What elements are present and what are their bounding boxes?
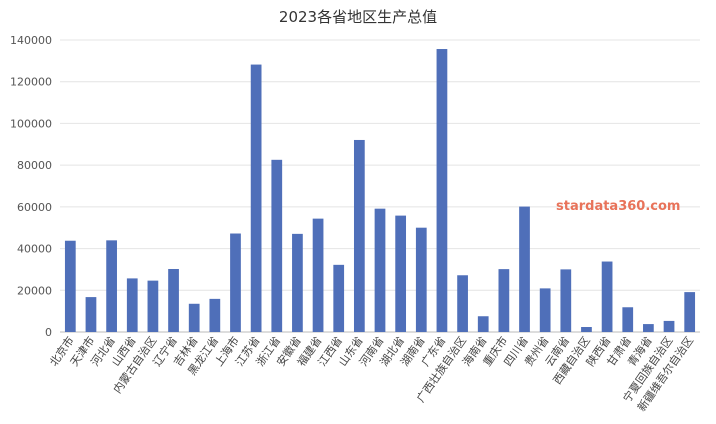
y-tick-label: 40000 — [17, 243, 52, 256]
bar — [85, 297, 97, 332]
watermark: stardata360.com — [556, 199, 681, 214]
bar — [622, 307, 634, 332]
bar — [271, 159, 283, 332]
bar — [312, 218, 324, 332]
bar — [147, 280, 159, 332]
bar — [188, 303, 200, 332]
bar — [333, 264, 345, 332]
bar — [581, 327, 592, 332]
chart-title: 2023各省地区生产总值 — [278, 8, 438, 26]
bar — [168, 268, 179, 332]
bar — [230, 233, 241, 332]
bar — [126, 278, 138, 332]
bar — [250, 64, 262, 332]
bar — [560, 269, 572, 332]
bar — [395, 215, 407, 332]
y-tick-label: 80000 — [17, 159, 52, 172]
bar — [292, 233, 303, 332]
bar — [601, 261, 613, 332]
bar — [684, 292, 696, 332]
y-tick-label: 20000 — [17, 284, 52, 297]
y-tick-label: 0 — [45, 326, 52, 339]
bar — [106, 240, 117, 332]
bar — [64, 240, 76, 332]
bar — [436, 49, 448, 332]
bar — [209, 298, 221, 332]
y-tick-label: 140000 — [10, 34, 52, 47]
bar — [643, 324, 654, 332]
bar — [353, 139, 365, 332]
bar — [415, 227, 427, 332]
bar — [539, 288, 551, 332]
bar — [374, 208, 386, 332]
bar — [477, 316, 489, 332]
bar — [498, 269, 510, 332]
y-tick-label: 60000 — [17, 201, 52, 214]
y-tick-label: 120000 — [10, 76, 52, 89]
y-tick-label: 100000 — [10, 117, 52, 130]
bar — [663, 320, 675, 332]
bar — [519, 206, 530, 332]
bar — [457, 275, 468, 332]
